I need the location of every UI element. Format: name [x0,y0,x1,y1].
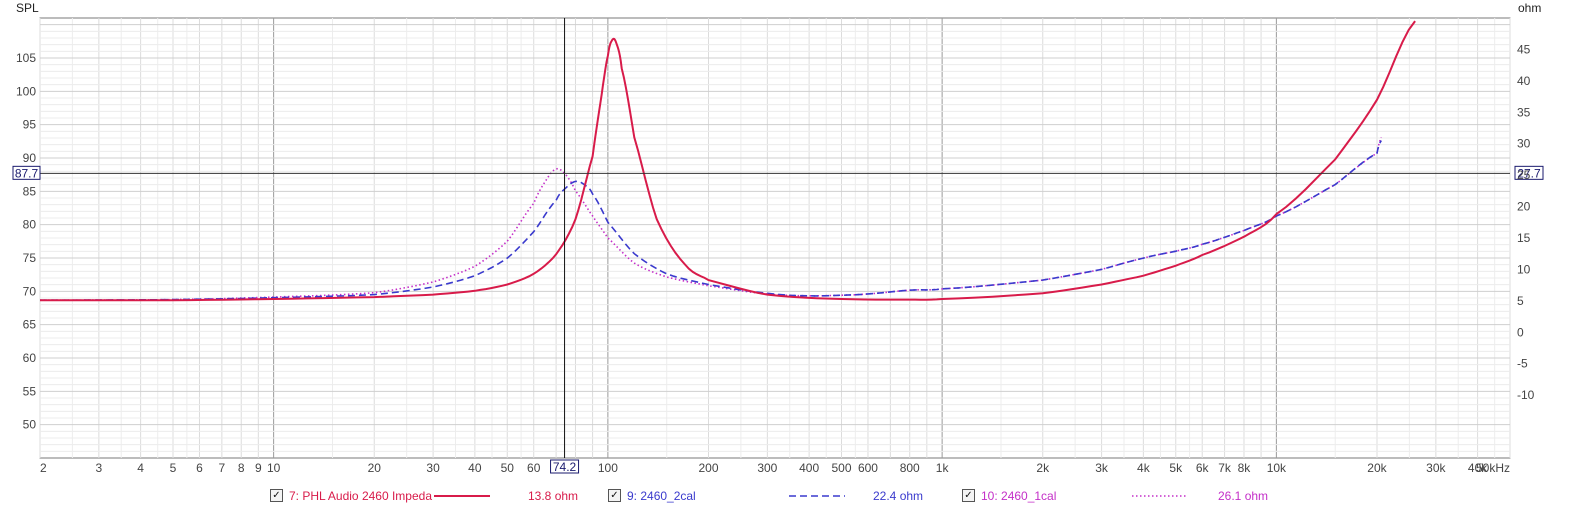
y2-tick-label: 20 [1517,200,1531,214]
y2-tick-label: 35 [1517,105,1531,119]
cursor-y2-readout: 27.7 [1517,166,1541,180]
legend-item[interactable]: ✓ 9: 2460_2cal 22.4 ohm [608,485,953,507]
y2-tick-label: -5 [1517,357,1528,371]
x-tick-label: 9 [255,461,262,475]
y2-tick-label: 5 [1517,294,1524,308]
x-tick-label: 6 [196,461,203,475]
x-tick-label: 300 [757,461,777,475]
x-tick-label: 50kHz [1476,461,1510,475]
x-tick-label: 100 [598,461,618,475]
cursor-y-readout: 87.7 [15,166,39,180]
x-tick-label: 20 [368,461,382,475]
x-axis-ticks: 2 3 4 5 6 7 8 9 10 20 30 40 50 60 100 200 300 400 500 600 80… [40,461,1510,475]
x-tick-label: 8 [238,461,245,475]
x-tick-label: 5k [1169,461,1183,475]
x-tick-label: 10 [267,461,281,475]
y2-tick-label: 10 [1517,262,1531,276]
x-tick-label: 20k [1367,461,1387,475]
y2-tick-label: 15 [1517,231,1531,245]
cursor-x-readout-box [550,459,580,474]
legend-swatch [789,495,845,497]
x-tick-label: 2k [1036,461,1050,475]
x-tick-label: 6k [1196,461,1210,475]
legend-readout: 22.4 ohm [873,489,924,503]
y2-tick-label: 40 [1517,74,1531,88]
y-tick-label: 70 [23,284,37,298]
legend-checkbox[interactable]: ✓ [608,489,621,502]
legend-item[interactable]: ✓ 10: 2460_1cal 26.1 ohm [962,485,1298,507]
grid-lines [39,18,1511,458]
legend-checkbox[interactable]: ✓ [962,489,975,502]
x-tick-label: 10k [1267,461,1287,475]
y-tick-label: 80 [23,218,37,232]
x-tick-label: 30k [1426,461,1446,475]
x-tick-label: 600 [858,461,878,475]
legend-label: 7: PHL Audio 2460 Impeda [289,489,432,503]
x-tick-label: 7 [219,461,226,475]
y-tick-label: 60 [23,351,37,365]
y2-axis-title: ohm [1518,1,1541,15]
x-tick-label: 60 [527,461,541,475]
y-tick-label: 65 [23,318,37,332]
x-tick-label: 4 [137,461,144,475]
x-tick-label: 400 [799,461,819,475]
x-tick-label: 3k [1095,461,1109,475]
legend-readout: 13.8 ohm [528,489,579,503]
y-tick-label: 75 [23,251,37,265]
x-tick-label: 30 [426,461,440,475]
legend-swatch [1132,495,1188,497]
y-tick-label: 100 [16,84,36,98]
x-tick-label: 1k [936,461,950,475]
series-line-2 [40,140,1382,301]
x-tick-label: 8k [1238,461,1252,475]
cursor-y2-readout-box [1514,165,1544,180]
cursor-x-readout: 74.2 [553,460,577,474]
x-tick-label: 50 [501,461,515,475]
legend-item[interactable]: ✓ 7: PHL Audio 2460 Impeda 13.8 ohm [270,485,608,507]
x-tick-label: 500 [831,461,851,475]
y2-tick-label: 45 [1517,42,1531,56]
x-tick-label: 7k [1218,461,1232,475]
y-tick-label: 85 [23,184,37,198]
x-tick-label: 800 [900,461,920,475]
legend: ✓ 7: PHL Audio 2460 Impeda 13.8 ohm ✓ 9: 246… [0,485,1592,507]
y2-tick-label: -10 [1517,388,1535,402]
x-tick-label: 2 [40,461,47,475]
legend-label: 9: 2460_2cal [627,489,696,503]
y-tick-label: 95 [23,118,37,132]
x-tick-label: 3 [96,461,103,475]
cursor-layer[interactable]: 74.2 87.7 27.7 [12,18,1544,474]
x-tick-label: 4k [1137,461,1151,475]
cursor-y-readout-box [12,165,41,180]
x-tick-label: 5 [170,461,177,475]
series-line-1 [40,20,1416,302]
series-layer [40,20,1416,302]
legend-readout: 26.1 ohm [1218,489,1269,503]
y2-tick-label: 0 [1517,325,1524,339]
x-tick-label: 40k [1468,461,1488,475]
y2-tick-label: 25 [1517,168,1531,182]
y-tick-label: 50 [23,418,37,432]
legend-checkbox[interactable]: ✓ [270,489,283,502]
y2-axis-ticks: -10 -5 0 5 10 15 20 25 30 35 40 45 [1517,42,1535,402]
y-tick-label: 55 [23,384,37,398]
x-tick-label: 40 [468,461,482,475]
y2-tick-label: 30 [1517,137,1531,151]
x-tick-label: 200 [698,461,718,475]
y-tick-label: 105 [16,51,36,65]
legend-swatch [434,495,490,497]
legend-label: 10: 2460_1cal [981,489,1057,503]
y-axis-title: SPL [16,1,39,15]
y-axis-ticks: 50 55 60 65 70 75 80 85 90 95 100 105 [16,51,36,432]
y-tick-label: 90 [23,151,37,165]
